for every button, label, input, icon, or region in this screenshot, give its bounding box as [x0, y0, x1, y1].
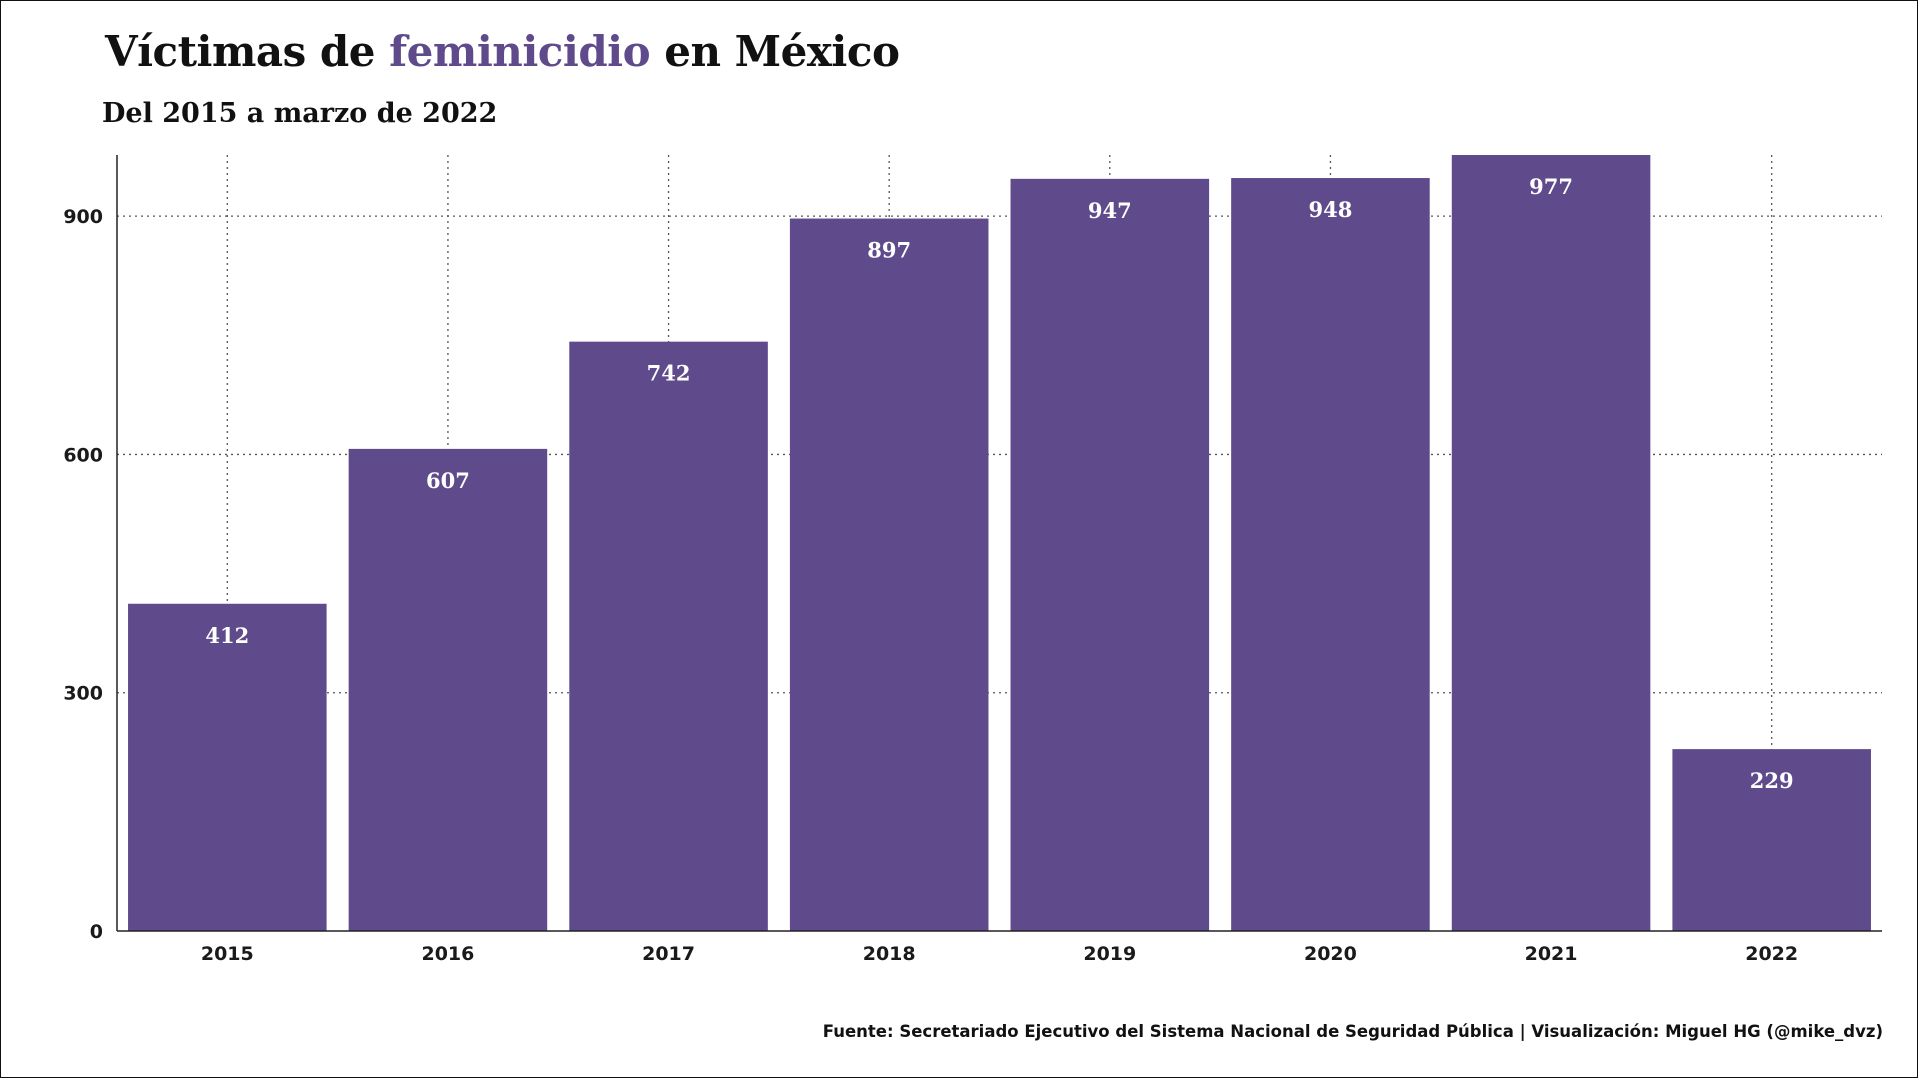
y-tick-label: 0	[90, 921, 103, 943]
x-tick-label: 2016	[421, 943, 474, 965]
x-tick-label: 2020	[1304, 943, 1357, 965]
x-tick-label: 2017	[642, 943, 695, 965]
axes-layer	[116, 155, 1882, 932]
bar-2022	[1672, 749, 1871, 931]
x-tick-label: 2015	[201, 943, 254, 965]
bar-2015	[128, 603, 327, 931]
chart-title: Víctimas de feminicidio en México	[105, 24, 900, 80]
bar-2016	[348, 448, 548, 931]
bar-value-label: 607	[426, 468, 470, 493]
bar-2021	[1451, 155, 1651, 931]
x-tick-label: 2019	[1083, 943, 1136, 965]
bar-2020	[1231, 178, 1430, 931]
bar-value-label: 948	[1309, 197, 1353, 222]
bar-2019	[1010, 178, 1210, 931]
title-prefix: Víctimas de	[105, 27, 390, 76]
bar-2018	[789, 218, 989, 932]
x-tick-label: 2021	[1525, 943, 1578, 965]
y-tick-label: 900	[63, 206, 103, 228]
y-tick-label: 600	[63, 444, 103, 466]
title-suffix: en México	[650, 27, 900, 76]
x-tick-label: 2022	[1745, 943, 1798, 965]
bar-value-label: 897	[867, 238, 911, 263]
y-tick-label: 300	[63, 683, 103, 705]
bar-value-label: 412	[205, 623, 249, 648]
bar-value-label: 977	[1529, 174, 1573, 199]
bar-2017	[569, 341, 768, 931]
chart-subtitle: Del 2015 a marzo de 2022	[102, 98, 498, 129]
title-highlight: feminicidio	[389, 27, 651, 76]
labels-layer: 0 300 600 900 412 2015 607 2016 742 2017 897 2018 94…	[63, 174, 1798, 965]
bar-value-label: 742	[647, 361, 691, 386]
source-credit: Fuente: Secretariado Ejecutivo del Siste…	[822, 1022, 1883, 1041]
bars-layer	[128, 155, 1871, 932]
x-tick-label: 2018	[863, 943, 916, 965]
bar-value-label: 947	[1088, 198, 1132, 223]
bar-value-label: 229	[1750, 768, 1794, 793]
